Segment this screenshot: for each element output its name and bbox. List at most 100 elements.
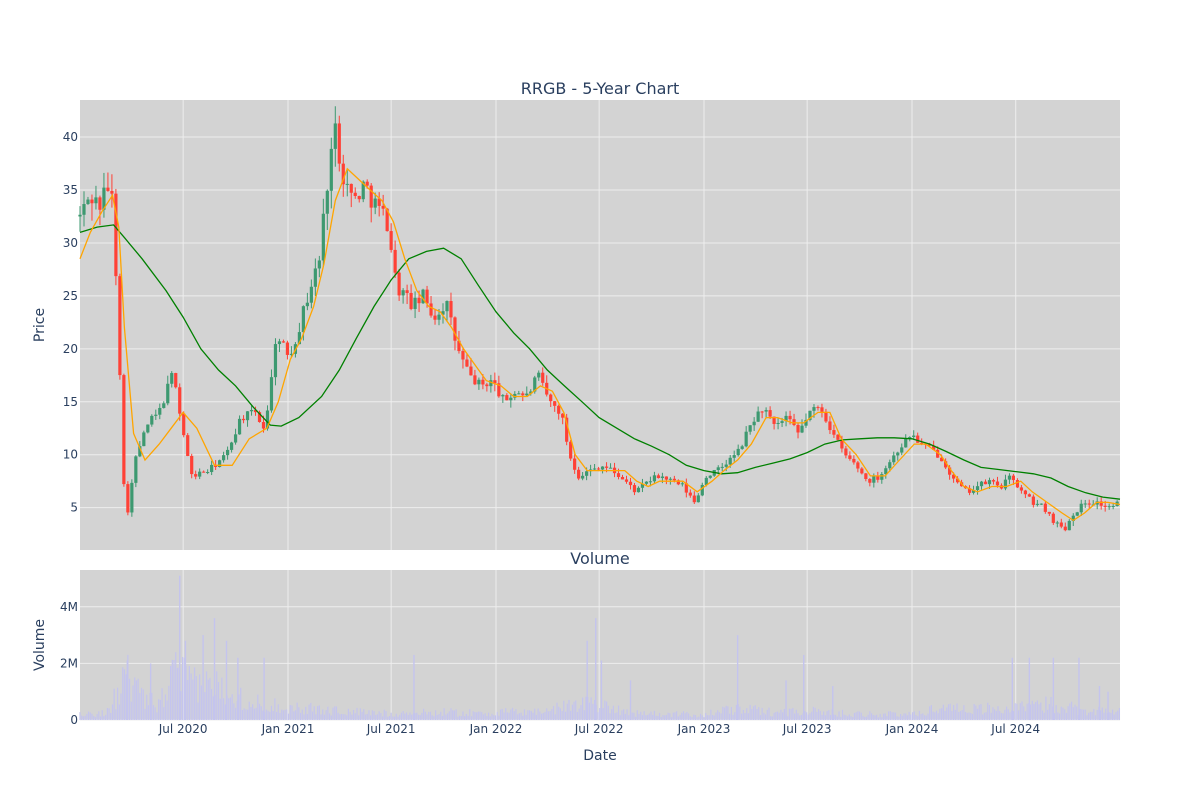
volume-bar [469,709,471,720]
volume-bar [163,707,165,720]
volume-bar [730,706,732,720]
candle-body [592,468,597,470]
volume-bar [640,711,642,720]
volume-bar [797,713,799,720]
volume-bar [941,708,943,720]
volume-bar [655,715,657,720]
volume-bar [900,714,902,720]
volume-bar [1086,715,1088,720]
volume-bar [105,714,107,720]
volume-bar [939,708,941,720]
volume-bar [510,709,512,720]
volume-bar [966,712,968,720]
volume-bar [927,713,929,720]
volume-bar [440,711,442,720]
volume-bar [482,714,485,720]
volume-bar [898,716,900,720]
candle-body [652,475,657,482]
candle-body [884,468,888,475]
volume-bar [481,712,483,720]
volume-bar [434,710,437,720]
volume-bar [681,712,683,720]
volume-bar [417,714,420,720]
volume-bar [381,716,384,720]
candle-body [385,208,389,232]
candle-body [166,383,170,404]
volume-bar [199,674,201,720]
volume-bar [747,713,750,720]
candle-body [501,395,505,397]
volume-bar [879,713,881,720]
volume-bar [911,712,914,720]
volume-bar [568,699,570,720]
volume-bar [908,711,910,720]
volume-bar [910,714,912,720]
volume-spike-bar [179,575,181,720]
volume-bar [137,678,139,720]
candle-body [541,372,545,383]
volume-bar [725,705,727,720]
candle-body [1035,503,1039,505]
volume-bar [462,711,464,720]
volume-bar [380,713,382,720]
volume-bar [782,712,784,720]
volume-bar [744,712,746,720]
volume-bar [833,714,835,720]
volume-bar [869,711,871,720]
volume-bar [234,707,237,720]
candle-body [776,422,780,424]
volume-bar [1021,701,1023,720]
volume-bar [612,705,614,720]
candle-body [505,395,509,401]
volume-bar [850,716,852,720]
volume-bar [564,711,567,720]
volume-bar [364,714,367,720]
volume-bar [619,715,621,720]
volume-bar [682,711,685,720]
volume-bar [123,669,126,720]
volume-bar [835,714,837,720]
volume-bar [140,687,143,720]
candle-body [561,413,565,418]
volume-bar [525,714,527,720]
volume-bar [773,712,775,720]
volume-bar [298,707,300,720]
volume-y-ticks: 0 2M 4M [60,600,78,727]
volume-bar [245,709,247,720]
candle-body [158,407,162,415]
candle-body [225,449,230,456]
candle-body [513,393,517,398]
volume-bar [1081,709,1083,720]
volume-bar [231,694,233,720]
volume-bar [963,705,965,720]
volume-bar [158,699,160,720]
volume-bar [1111,709,1114,720]
volume-bar [122,667,124,720]
volume-bar [677,716,679,720]
volume-bar [1050,697,1052,720]
volume-bar [783,708,785,720]
candle-body [202,471,206,473]
candle-body [253,409,258,413]
candle-body [146,424,150,433]
volume-bar [646,714,649,720]
volume-bar [311,711,314,720]
candle-body [433,315,437,320]
volume-bar [599,708,601,720]
volume-bar [332,707,334,720]
volume-bar [190,673,192,720]
volume-bar [982,714,984,720]
volume-bar [635,716,637,720]
volume-bar [371,710,373,720]
volume-bar [1016,703,1018,720]
volume-bar [544,711,546,720]
volume-bar [397,716,399,720]
volume-bar [101,710,103,720]
volume-bar [877,717,879,720]
volume-bar [243,708,245,720]
volume-bar [467,715,469,720]
candle-body [1027,494,1031,497]
candle-body [397,272,401,296]
volume-bar [470,716,473,720]
